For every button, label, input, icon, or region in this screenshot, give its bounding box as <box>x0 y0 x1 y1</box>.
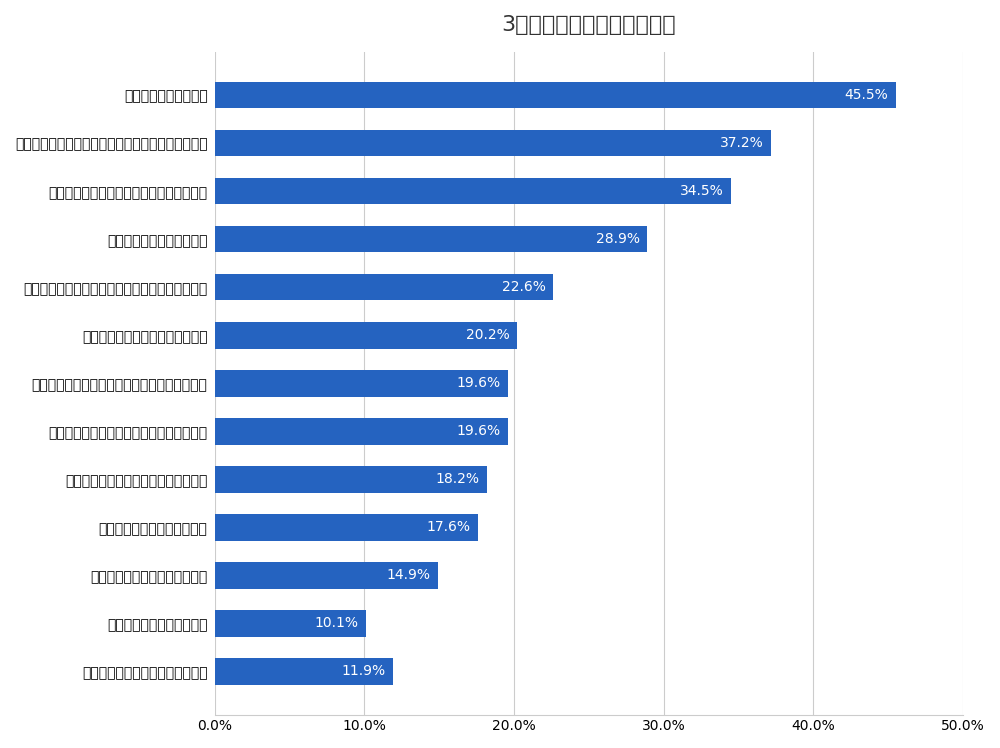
Bar <box>215 178 731 204</box>
Text: 37.2%: 37.2% <box>720 136 764 150</box>
Bar <box>215 130 771 156</box>
Text: 10.1%: 10.1% <box>314 616 358 631</box>
Text: 45.5%: 45.5% <box>845 88 888 102</box>
Bar <box>215 418 508 444</box>
Text: 22.6%: 22.6% <box>502 280 545 294</box>
Text: 14.9%: 14.9% <box>386 568 430 583</box>
Text: 28.9%: 28.9% <box>596 233 640 246</box>
Text: 19.6%: 19.6% <box>456 424 501 438</box>
Bar <box>215 226 647 253</box>
Bar <box>215 562 438 589</box>
Text: 17.6%: 17.6% <box>427 521 471 534</box>
Text: 19.6%: 19.6% <box>456 376 501 390</box>
Text: 11.9%: 11.9% <box>341 664 385 678</box>
Text: 18.2%: 18.2% <box>436 473 480 486</box>
Title: 3年前と比較した職場の状況: 3年前と比較した職場の状況 <box>502 15 676 35</box>
Bar <box>215 514 478 541</box>
Bar <box>215 274 553 301</box>
Bar <box>215 466 487 493</box>
Bar <box>215 658 393 684</box>
Bar <box>215 322 517 349</box>
Text: 20.2%: 20.2% <box>466 328 510 343</box>
Bar <box>215 370 508 396</box>
Text: 34.5%: 34.5% <box>680 184 724 198</box>
Bar <box>215 82 896 108</box>
Bar <box>215 610 366 637</box>
